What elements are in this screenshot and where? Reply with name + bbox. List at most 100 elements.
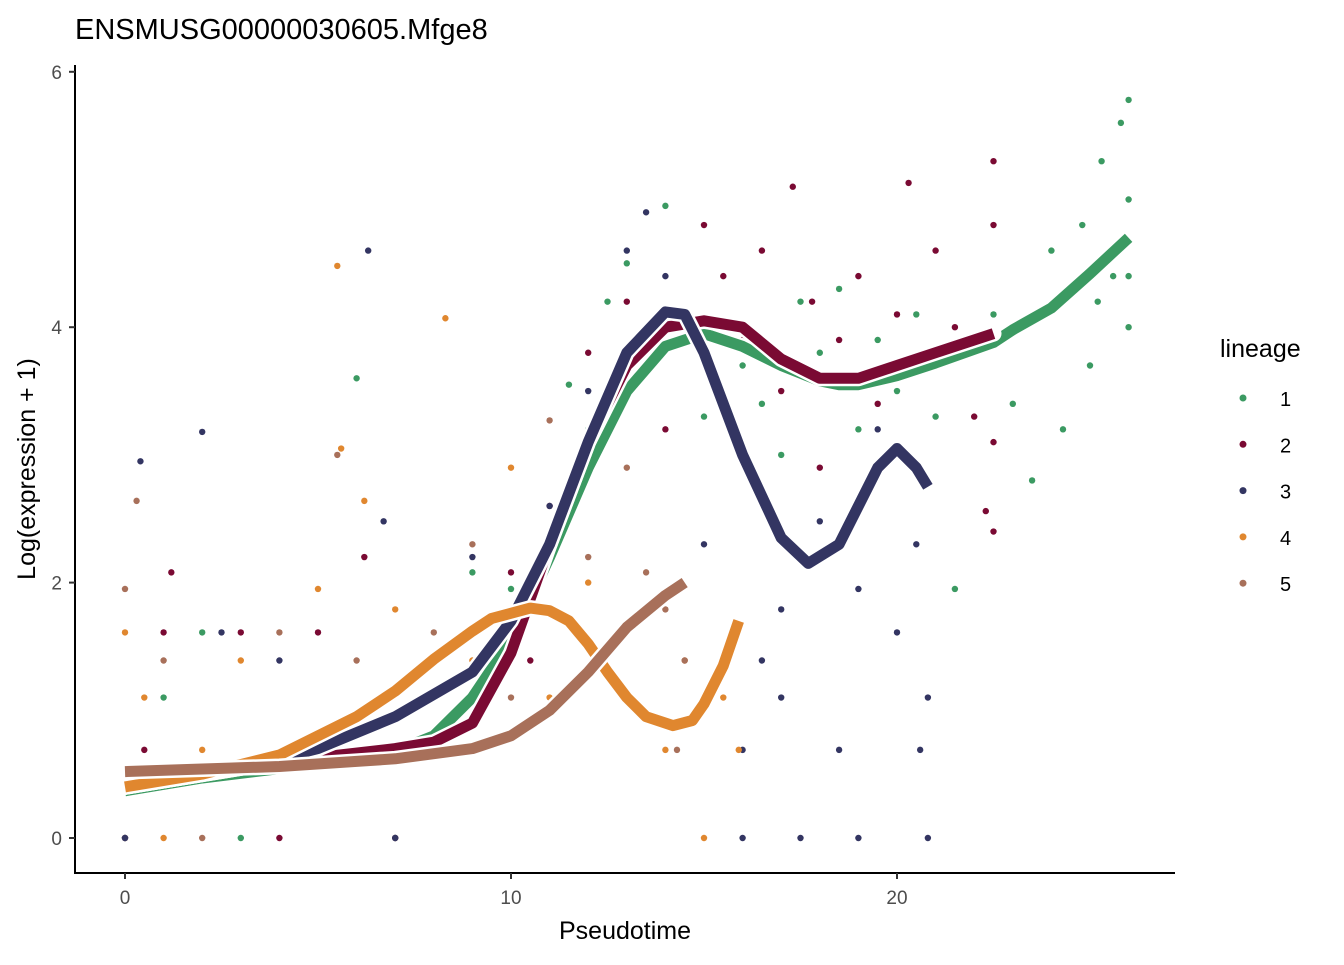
point-lineage-3 bbox=[924, 694, 932, 701]
legend-key-5 bbox=[1239, 579, 1247, 587]
point-lineage-1 bbox=[565, 381, 573, 388]
x-tick-label: 20 bbox=[886, 888, 907, 909]
point-lineage-2 bbox=[990, 221, 997, 229]
legend: 1 2 3 4 5 bbox=[1239, 389, 1291, 596]
point-lineage-2 bbox=[623, 298, 630, 305]
point-lineage-1 bbox=[855, 426, 862, 433]
point-lineage-5 bbox=[546, 417, 553, 424]
point-lineage-4 bbox=[662, 746, 669, 754]
point-lineage-1 bbox=[199, 629, 206, 636]
point-lineage-5 bbox=[334, 451, 341, 459]
point-lineage-3 bbox=[700, 541, 708, 548]
point-lineage-1 bbox=[700, 413, 708, 420]
point-lineage-5 bbox=[642, 569, 650, 576]
point-lineage-1 bbox=[507, 585, 515, 593]
point-lineage-2 bbox=[168, 569, 175, 576]
legend-key-1 bbox=[1239, 394, 1247, 402]
point-lineage-1 bbox=[1125, 196, 1132, 203]
point-lineage-3 bbox=[218, 629, 225, 636]
point-lineage-5 bbox=[585, 553, 592, 561]
point-lineage-5 bbox=[623, 464, 630, 471]
point-lineage-2 bbox=[990, 438, 997, 446]
point-lineage-3 bbox=[392, 834, 399, 842]
point-lineage-2 bbox=[758, 247, 766, 254]
point-lineage-1 bbox=[1117, 119, 1125, 127]
point-lineage-4 bbox=[160, 834, 167, 842]
point-lineage-1 bbox=[951, 585, 959, 593]
point-lineage-1 bbox=[816, 349, 823, 356]
point-lineage-1 bbox=[932, 413, 939, 420]
point-lineage-1 bbox=[778, 451, 785, 459]
point-lineage-4 bbox=[141, 694, 148, 701]
point-lineage-2 bbox=[276, 834, 283, 842]
point-lineage-1 bbox=[623, 260, 630, 267]
points-layer bbox=[121, 96, 1132, 842]
legend-label: 3 bbox=[1280, 482, 1291, 504]
point-lineage-4 bbox=[585, 579, 592, 586]
point-lineage-1 bbox=[1125, 272, 1132, 280]
y-tick-label: 4 bbox=[51, 318, 62, 339]
point-lineage-3 bbox=[364, 247, 372, 254]
legend-key-4 bbox=[1239, 533, 1247, 541]
point-lineage-1 bbox=[662, 202, 669, 210]
point-lineage-4 bbox=[361, 497, 368, 505]
point-lineage-2 bbox=[662, 426, 669, 433]
point-lineage-1 bbox=[1048, 247, 1055, 254]
point-lineage-3 bbox=[855, 585, 862, 593]
point-lineage-3 bbox=[778, 694, 785, 701]
point-lineage-4 bbox=[442, 315, 449, 322]
point-lineage-1 bbox=[1009, 400, 1016, 408]
point-lineage-2 bbox=[932, 247, 939, 254]
legend-label: 2 bbox=[1280, 435, 1291, 457]
point-lineage-3 bbox=[585, 387, 592, 395]
point-lineage-3 bbox=[778, 606, 785, 613]
point-lineage-3 bbox=[835, 746, 843, 754]
point-lineage-2 bbox=[527, 657, 534, 664]
point-lineage-2 bbox=[874, 400, 881, 408]
point-lineage-4 bbox=[314, 585, 322, 593]
point-lineage-4 bbox=[392, 606, 399, 613]
point-lineage-1 bbox=[469, 569, 476, 576]
point-lineage-3 bbox=[546, 502, 553, 510]
point-lineage-1 bbox=[835, 285, 843, 293]
point-lineage-3 bbox=[380, 518, 387, 525]
point-lineage-1 bbox=[160, 694, 167, 701]
point-lineage-1 bbox=[739, 362, 746, 369]
point-lineage-2 bbox=[971, 413, 978, 420]
point-lineage-1 bbox=[1125, 324, 1132, 331]
point-lineage-2 bbox=[990, 528, 997, 535]
point-lineage-1 bbox=[1059, 426, 1067, 433]
point-lineage-3 bbox=[924, 834, 932, 842]
point-lineage-2 bbox=[835, 336, 843, 344]
point-lineage-4 bbox=[199, 746, 206, 754]
point-lineage-1 bbox=[237, 834, 244, 842]
point-lineage-2 bbox=[816, 464, 823, 471]
point-lineage-2 bbox=[893, 311, 901, 318]
point-lineage-1 bbox=[913, 311, 920, 318]
point-lineage-2 bbox=[141, 746, 148, 754]
point-lineage-5 bbox=[507, 694, 515, 701]
legend-label: 4 bbox=[1280, 528, 1291, 550]
point-lineage-3 bbox=[739, 834, 746, 842]
point-lineage-3 bbox=[199, 428, 206, 436]
point-lineage-2 bbox=[700, 221, 708, 229]
point-lineage-1 bbox=[758, 400, 766, 408]
point-lineage-1 bbox=[1094, 298, 1101, 305]
point-lineage-2 bbox=[778, 387, 785, 395]
curves-layer bbox=[117, 229, 1137, 799]
point-lineage-1 bbox=[874, 336, 881, 344]
point-lineage-3 bbox=[797, 834, 804, 842]
point-lineage-4 bbox=[121, 629, 129, 636]
y-tick-label: 6 bbox=[51, 63, 62, 84]
point-lineage-5 bbox=[469, 541, 476, 548]
point-lineage-2 bbox=[160, 629, 167, 636]
point-lineage-2 bbox=[361, 553, 368, 561]
point-lineage-3 bbox=[469, 553, 476, 561]
legend-label: 5 bbox=[1280, 574, 1291, 596]
curve-lineage-5 bbox=[124, 578, 688, 778]
point-lineage-1 bbox=[1109, 272, 1117, 280]
point-lineage-1 bbox=[797, 298, 804, 305]
point-lineage-2 bbox=[982, 507, 989, 515]
point-lineage-2 bbox=[789, 183, 796, 190]
